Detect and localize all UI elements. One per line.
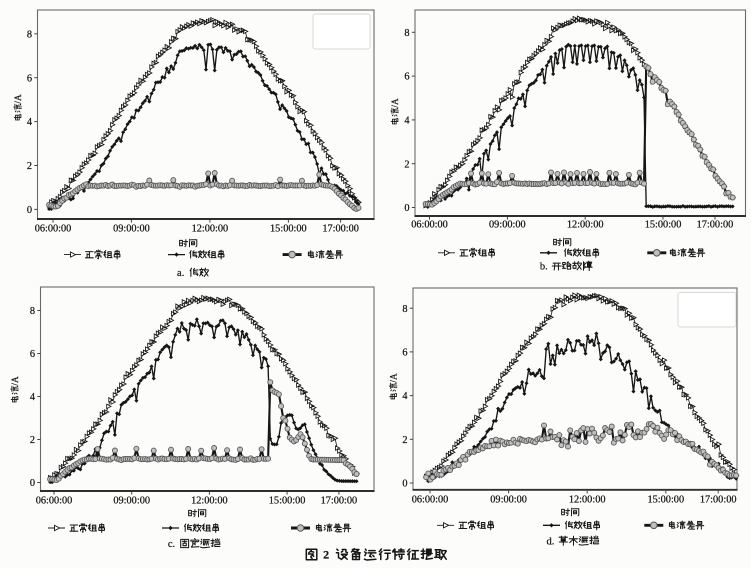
svg-text:06:00:00: 06:00:00 xyxy=(411,220,448,231)
svg-text:8: 8 xyxy=(30,306,35,317)
svg-text:17:00:00: 17:00:00 xyxy=(697,220,734,231)
svg-text:8: 8 xyxy=(402,304,407,315)
svg-text:6: 6 xyxy=(27,73,32,84)
svg-text:12:00:00: 12:00:00 xyxy=(192,224,229,235)
svg-text:2: 2 xyxy=(323,548,329,562)
svg-text:06:00:00: 06:00:00 xyxy=(412,494,449,505)
svg-text:b.: b. xyxy=(540,262,548,273)
svg-text:06:00:00: 06:00:00 xyxy=(36,496,73,507)
svg-text:09:00:00: 09:00:00 xyxy=(489,220,526,231)
svg-text:06:00:00: 06:00:00 xyxy=(35,224,72,235)
svg-text:c.: c. xyxy=(168,539,175,550)
svg-text:/A: /A xyxy=(10,376,20,386)
svg-text:12:00:00: 12:00:00 xyxy=(191,496,228,507)
svg-text:15:00:00: 15:00:00 xyxy=(270,224,307,235)
svg-text:d.: d. xyxy=(546,536,554,547)
svg-text:09:00:00: 09:00:00 xyxy=(113,496,150,507)
svg-text:6: 6 xyxy=(402,348,407,359)
svg-text:6: 6 xyxy=(30,349,35,360)
svg-text:4: 4 xyxy=(404,116,409,127)
svg-text:2: 2 xyxy=(27,161,32,172)
svg-text:15:00:00: 15:00:00 xyxy=(645,220,682,231)
svg-text:8: 8 xyxy=(27,29,32,40)
svg-text:0: 0 xyxy=(27,205,32,216)
svg-text:/A: /A xyxy=(390,98,400,108)
svg-text:15:00:00: 15:00:00 xyxy=(647,494,684,505)
svg-text:2: 2 xyxy=(30,435,35,446)
svg-text:17:00:00: 17:00:00 xyxy=(322,224,359,235)
svg-text:a.: a. xyxy=(177,268,184,279)
svg-text:2: 2 xyxy=(404,159,409,170)
svg-text:12:00:00: 12:00:00 xyxy=(567,220,604,231)
svg-text:/A: /A xyxy=(389,373,399,383)
svg-text:2: 2 xyxy=(402,435,407,446)
svg-text:0: 0 xyxy=(402,479,407,490)
svg-text:6: 6 xyxy=(404,72,409,83)
svg-text:0: 0 xyxy=(30,478,35,489)
svg-text:4: 4 xyxy=(30,392,35,403)
svg-text:0: 0 xyxy=(404,203,409,214)
svg-text:12:00:00: 12:00:00 xyxy=(569,494,606,505)
svg-text:/A: /A xyxy=(13,94,23,104)
svg-text:15:00:00: 15:00:00 xyxy=(269,496,306,507)
svg-text:09:00:00: 09:00:00 xyxy=(113,224,150,235)
svg-text:4: 4 xyxy=(402,391,407,402)
svg-text:8: 8 xyxy=(404,28,409,39)
svg-text:17:00:00: 17:00:00 xyxy=(700,494,737,505)
svg-text:17:00:00: 17:00:00 xyxy=(321,496,358,507)
svg-text:09:00:00: 09:00:00 xyxy=(490,494,527,505)
svg-text:4: 4 xyxy=(27,117,32,128)
